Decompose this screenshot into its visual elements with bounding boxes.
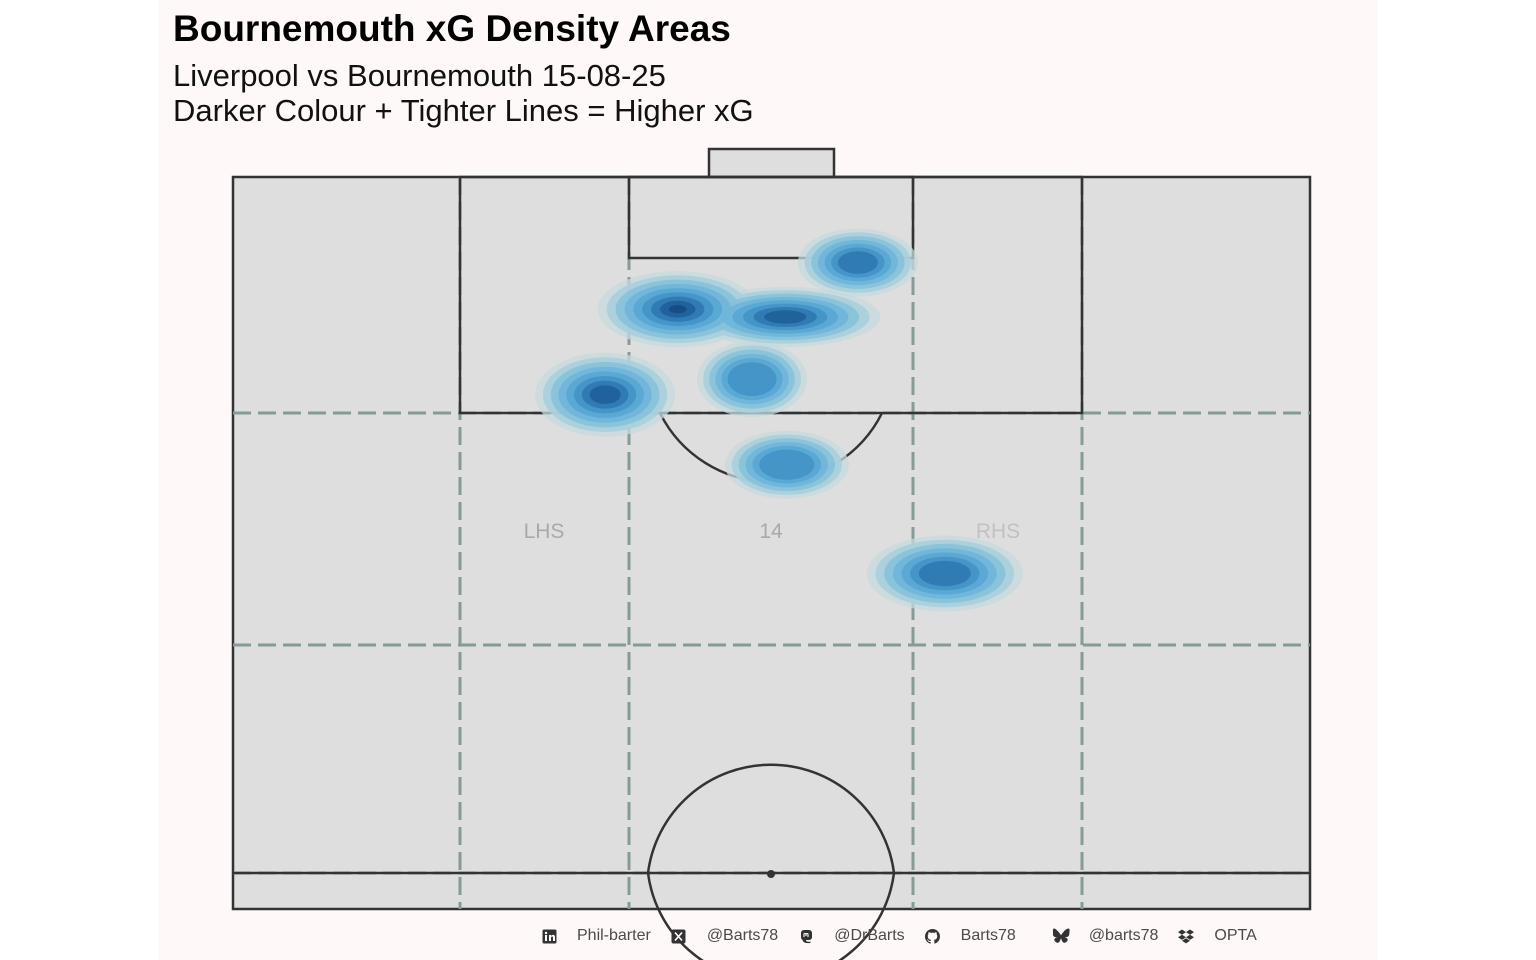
footer-text-x[interactable]: @Barts78	[706, 927, 779, 944]
density-contour-peak-7-level-7	[918, 560, 971, 587]
xg-density-layer	[535, 228, 1023, 612]
mastodon-icon[interactable]	[797, 927, 815, 945]
zone-label-rhs: RHS	[976, 520, 1020, 543]
density-contour-peak-4-level-8	[589, 385, 621, 405]
pitch-surface	[231, 175, 1312, 911]
x-twitter-icon[interactable]	[670, 927, 688, 945]
chart-subtitle-line-2: Darker Colour + Tighter Lines = Higher x…	[173, 93, 754, 128]
chart-title: Bournemouth xG Density Areas	[173, 8, 731, 49]
linkedin-icon[interactable]	[540, 927, 558, 945]
github-icon[interactable]	[924, 927, 942, 945]
centre-circle	[646, 763, 896, 960]
footer-caption: Phil-barter @Barts78 @DrBarts Barts78 @b…	[540, 924, 1257, 948]
zone-label-14: 14	[759, 520, 783, 543]
bluesky-icon[interactable]	[1052, 927, 1070, 945]
footer-text-source[interactable]: OPTA	[1214, 927, 1257, 944]
density-contour-peak-1-level-9	[668, 304, 687, 314]
footer-text-linkedin[interactable]: Phil-barter	[577, 927, 651, 944]
six-yard-box	[627, 175, 915, 260]
dropbox-icon[interactable]	[1177, 927, 1195, 945]
density-contour-peak-2-level-8	[764, 310, 807, 324]
goal	[707, 147, 836, 179]
footer-text-bluesky[interactable]: @barts78	[1088, 927, 1159, 944]
footer-text-mastodon[interactable]: @DrBarts	[834, 927, 905, 944]
centre-spot	[767, 870, 775, 878]
density-contour-peak-3-level-7	[837, 251, 878, 274]
chart-subtitle-line-1: Liverpool vs Bournemouth 15-08-25	[173, 58, 666, 93]
footer-text-github[interactable]: Barts78	[960, 927, 1016, 944]
density-contour-peak-5-level-6	[727, 362, 777, 397]
zone-label-lhs: LHS	[524, 520, 565, 543]
density-contour-peak-6-level-6	[759, 449, 815, 480]
